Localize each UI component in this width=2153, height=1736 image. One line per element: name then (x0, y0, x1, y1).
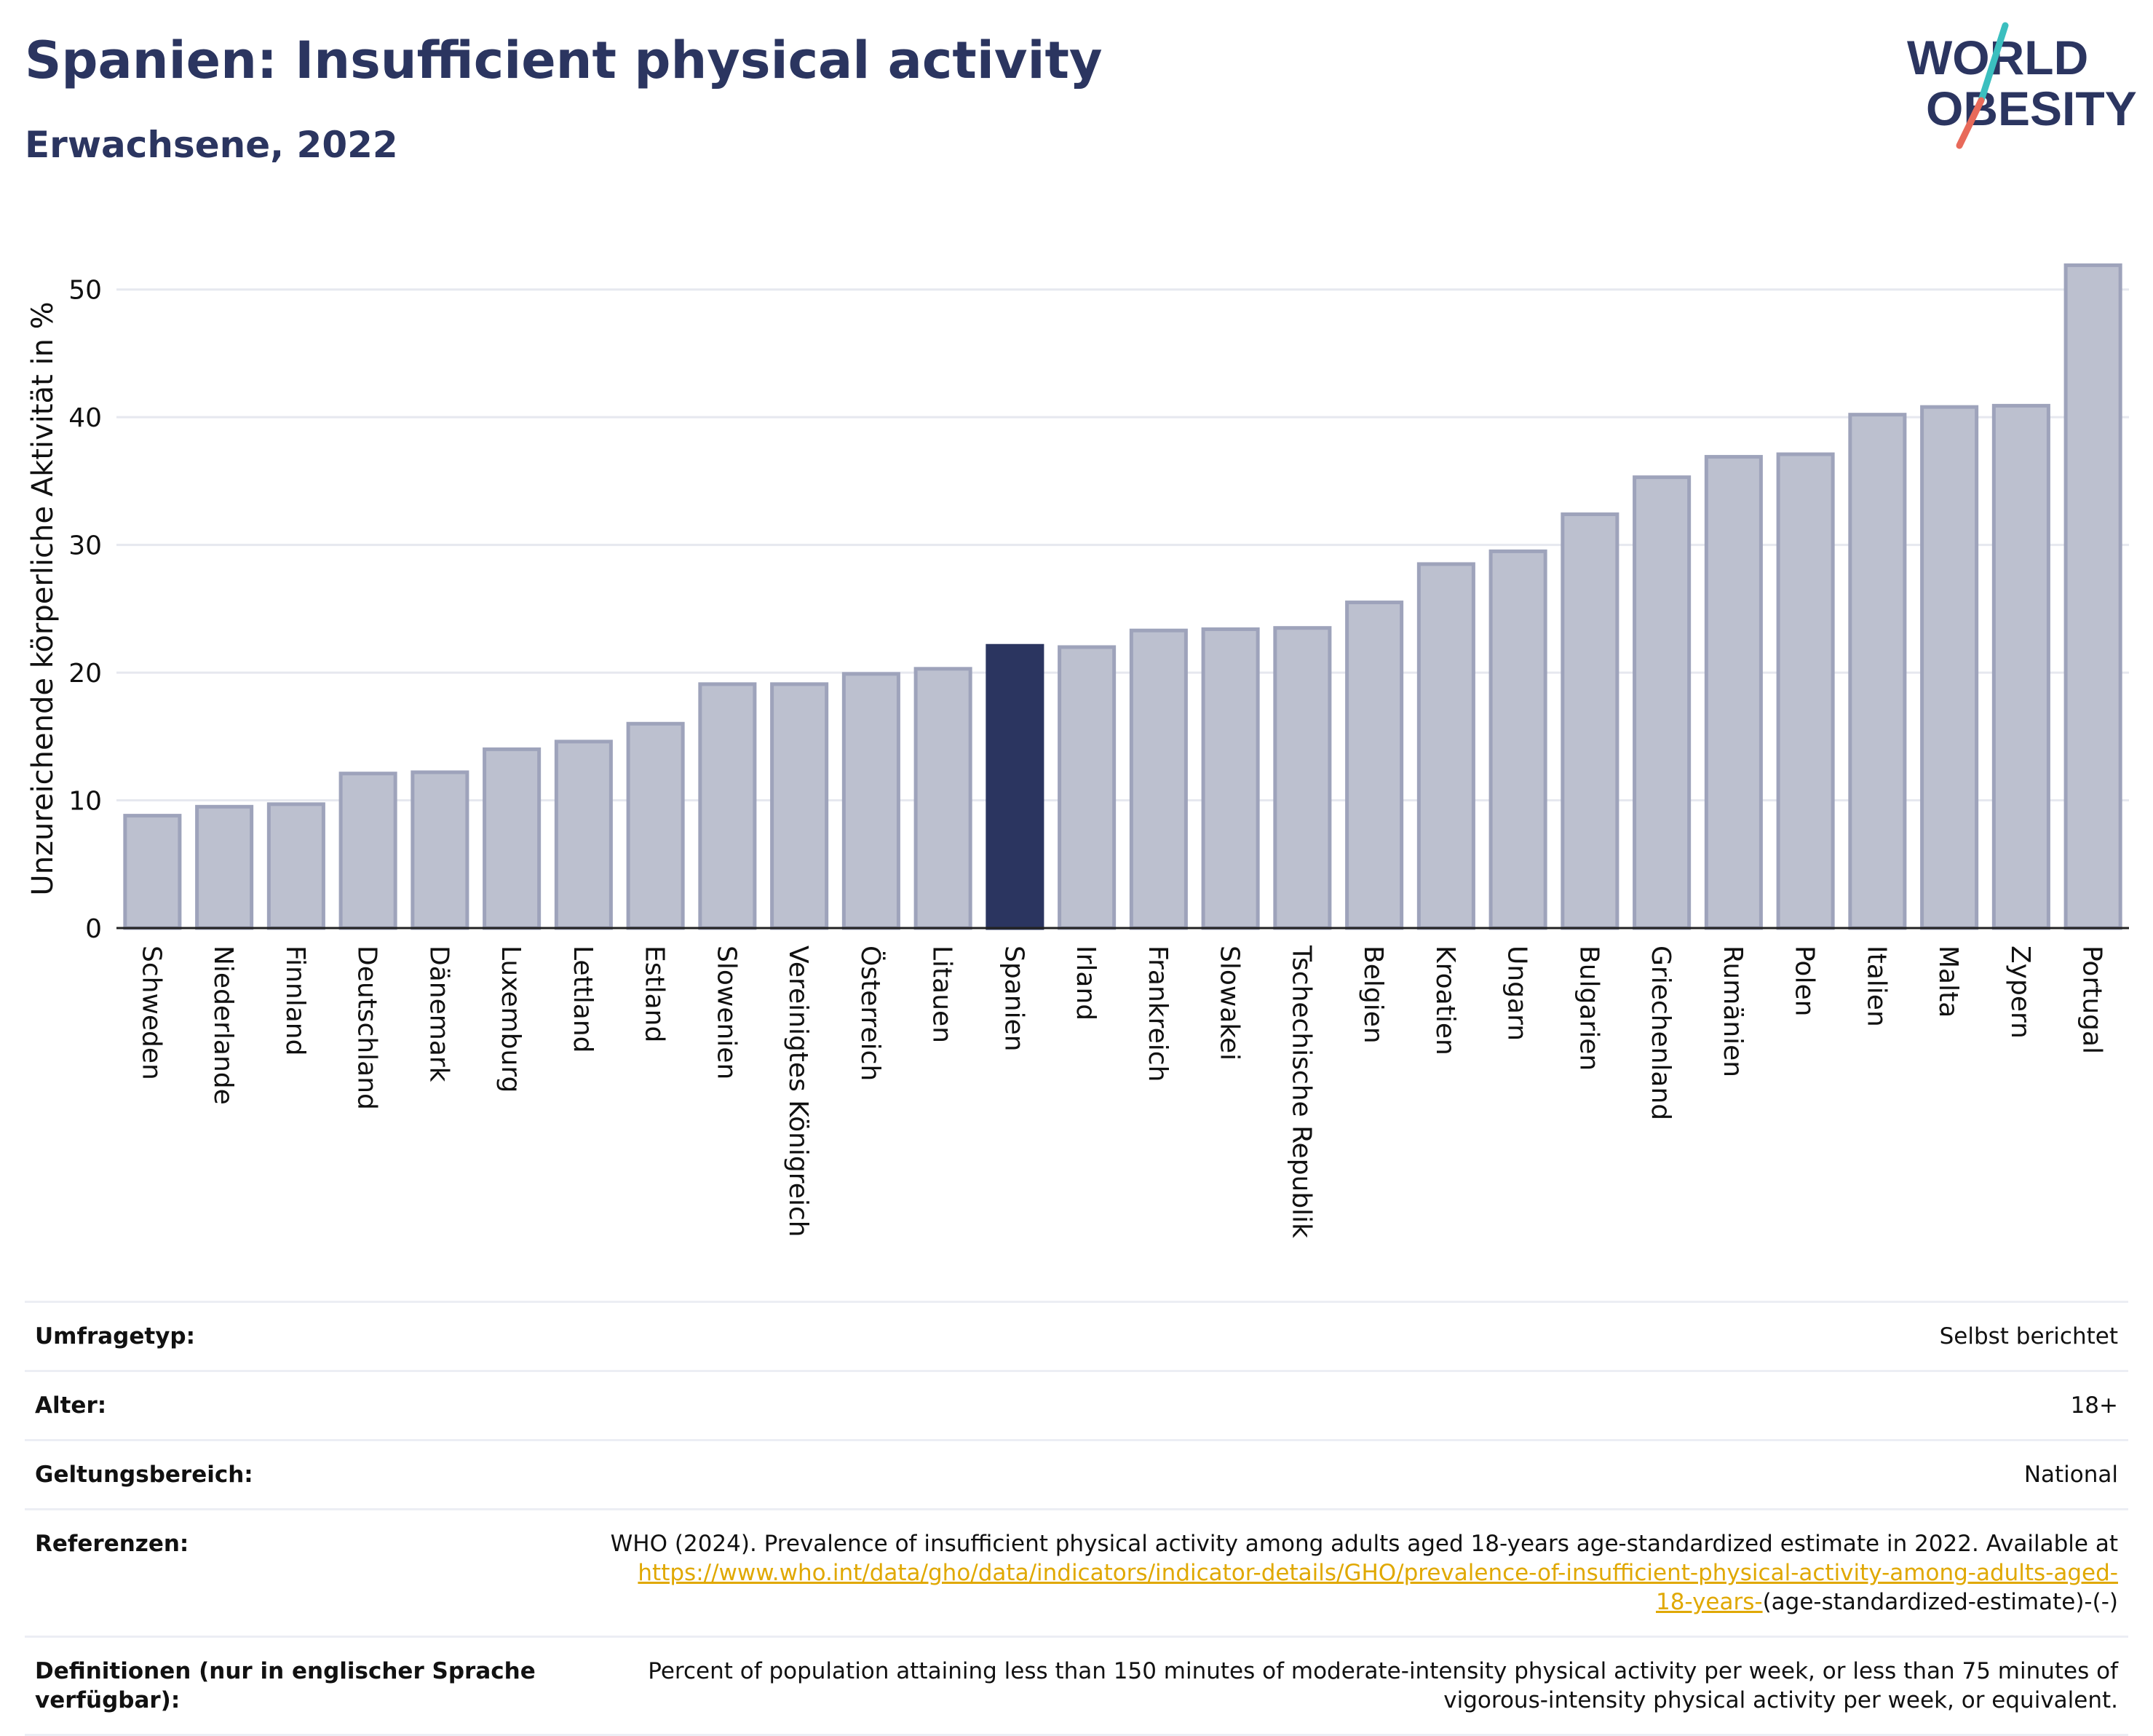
info-label: Geltungsbereich: (25, 1439, 555, 1510)
info-row-age: Alter: 18+ (25, 1370, 2128, 1441)
bar-Bulgarien (1561, 512, 1619, 930)
info-value: WHO (2024). Prevalence of insufficient p… (555, 1508, 2128, 1638)
x-tick-label: Polen (1790, 946, 1820, 1016)
bar-Zypern (1991, 403, 2050, 930)
x-tick-label: Griechenland (1646, 946, 1676, 1120)
bar-Österreich (841, 672, 900, 930)
x-tick-label: Portugal (2077, 946, 2107, 1054)
x-tick-label: Luxemburg (496, 946, 526, 1093)
x-tick-label: Österreich (855, 946, 886, 1081)
x-tick-label: Ungarn (1502, 946, 1532, 1041)
y-tick-label: 30 (68, 531, 102, 561)
bar-Ungarn (1488, 549, 1547, 930)
logo-line-obesity: OBESITY (1926, 82, 2137, 135)
bar-Luxemburg (483, 747, 542, 930)
page-title: Spanien: Insufficient physical activity (25, 31, 1103, 90)
info-row-scope: Geltungsbereich: National (25, 1439, 2128, 1510)
definitions-text-line2: vigorous-intensity physical activity per… (1443, 1687, 2118, 1713)
reference-link-line1: https://www.who.int/data/gho/data/indica… (638, 1560, 2118, 1586)
x-tick-label: Deutschland (352, 946, 382, 1110)
definitions-text-line1: Percent of population attaining less tha… (648, 1658, 2118, 1684)
x-tick-label: Vereinigtes Königreich (783, 946, 813, 1237)
x-tick-label: Dänemark (424, 946, 453, 1082)
bar-Portugal (2063, 263, 2122, 930)
info-value: 18+ (555, 1370, 2128, 1441)
y-tick-label: 50 (68, 276, 102, 306)
x-tick-label: Slowenien (711, 946, 741, 1079)
x-tick-label: Finnland (280, 946, 310, 1055)
bar-Italien (1848, 413, 1907, 930)
y-tick-label: 10 (68, 787, 102, 817)
reference-link-line2: 18-years- (1655, 1589, 1763, 1615)
reference-text: WHO (2024). Prevalence of insufficient p… (610, 1531, 2118, 1557)
world-obesity-logo: WORLD OBESITY (1907, 22, 2137, 149)
logo-slash-bottom (1956, 97, 1985, 149)
x-tick-label: Bulgarien (1574, 946, 1603, 1071)
bar-Kroatien (1416, 562, 1475, 930)
info-value: Percent of population attaining less tha… (555, 1636, 2128, 1736)
bar-Irland (1058, 645, 1117, 930)
x-tick-labels: Schweden Niederlande Finnland Deutschland Dä… (136, 945, 2106, 1238)
bar-Dänemark (411, 770, 469, 930)
info-row-references: Referenzen: WHO (2024). Prevalence of in… (25, 1508, 2128, 1638)
bar-Litauen (913, 667, 972, 930)
y-tick-label: 0 (85, 914, 102, 944)
bar-Deutschland (338, 772, 397, 930)
x-tick-label: Rumänien (1718, 946, 1748, 1077)
x-tick-label: Zypern (2005, 946, 2035, 1039)
bar-Slowakei (1201, 627, 1260, 930)
reference-suffix: (age-standardized-estimate)-(-) (1762, 1589, 2118, 1615)
x-tick-label: Irland (1071, 946, 1101, 1020)
info-label: Umfragetyp: (25, 1301, 555, 1372)
bar-Tschechische Republik (1273, 626, 1332, 930)
x-tick-label: Slowakei (1215, 946, 1245, 1061)
info-label: Definitionen (nur in englischer Sprache … (25, 1636, 555, 1736)
reference-link[interactable]: https://www.who.int/data/gho/data/indica… (638, 1560, 2118, 1615)
bar-Griechenland (1633, 475, 1692, 930)
bar-Belgien (1345, 601, 1404, 930)
bar-chart: 0 10 20 30 40 50 Schweden Niederlande Finnland D… (26, 263, 2129, 1238)
bar-Schweden (123, 814, 182, 930)
x-tick-label: Malta (1933, 946, 1963, 1018)
info-row-survey-type: Umfragetyp: Selbst berichtet (25, 1301, 2128, 1372)
bar-Niederlande (195, 804, 254, 930)
bar-Polen (1776, 452, 1835, 930)
bar-Finnland (266, 802, 325, 930)
bar-Frankreich (1129, 628, 1188, 930)
page-subtitle: Erwachsene, 2022 (25, 124, 398, 166)
x-tick-label: Kroatien (1430, 946, 1460, 1055)
x-tick-label: Italien (1861, 946, 1891, 1027)
definitions-label-line1: Definitionen (nur in englischer Sprache (35, 1658, 536, 1684)
x-tick-label: Niederlande (208, 946, 238, 1105)
x-tick-label: Tschechische Republik (1286, 945, 1316, 1238)
x-tick-label: Frankreich (1143, 946, 1173, 1082)
bars (123, 263, 2122, 930)
x-tick-label: Schweden (136, 946, 166, 1080)
bar-Spanien (986, 643, 1044, 930)
info-table: Umfragetyp: Selbst berichtet Alter: 18+ … (25, 1301, 2128, 1736)
info-label: Alter: (25, 1370, 555, 1441)
x-tick-label: Spanien (999, 946, 1028, 1052)
definitions-label-line2: verfügbar): (35, 1687, 181, 1713)
y-tick-label: 20 (68, 659, 102, 689)
x-tick-label: Litauen (927, 946, 957, 1043)
info-value: National (555, 1439, 2128, 1510)
bar-Rumänien (1704, 455, 1763, 930)
bar-Estland (626, 721, 685, 930)
bar-Slowenien (698, 682, 757, 930)
x-tick-label: Lettland (568, 946, 598, 1053)
x-tick-label: Estland (640, 946, 670, 1042)
info-label: Referenzen: (25, 1508, 555, 1638)
info-row-definitions: Definitionen (nur in englischer Sprache … (25, 1636, 2128, 1736)
bar-Lettland (554, 740, 613, 930)
y-tick-label: 40 (68, 403, 102, 433)
info-value: Selbst berichtet (555, 1301, 2128, 1372)
bar-Vereinigtes Königreich (770, 682, 829, 930)
y-tick-labels: 0 10 20 30 40 50 (68, 276, 102, 944)
x-tick-label: Belgien (1358, 946, 1388, 1044)
logo-slash-top (1978, 22, 2009, 104)
y-axis-label: Unzureichende körperliche Aktivität in % (26, 301, 60, 895)
bar-Malta (1920, 405, 1979, 930)
